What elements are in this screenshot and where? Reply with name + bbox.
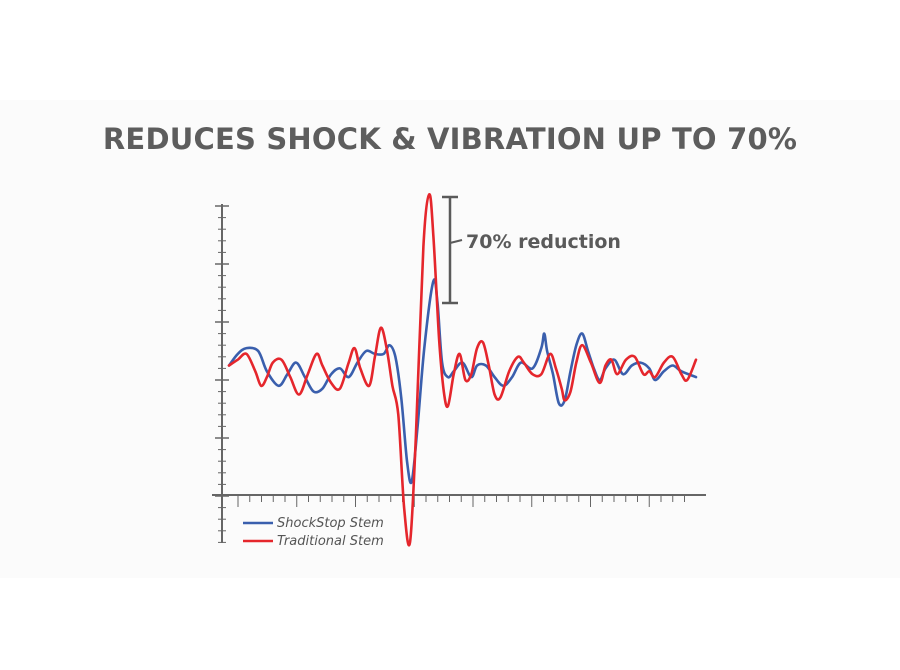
- series-group: [227, 193, 698, 547]
- annotation-label: 70% reduction: [466, 231, 621, 253]
- series-line-traditional: [227, 193, 698, 547]
- axes: [212, 204, 706, 543]
- annotation-connector: [449, 239, 463, 244]
- legend-label-traditional: Traditional Stem: [277, 534, 384, 549]
- legend: ShockStop Stem Traditional Stem: [243, 516, 384, 549]
- series-line-shockstop: [227, 278, 698, 485]
- legend-label-shockstop: ShockStop Stem: [277, 516, 384, 531]
- chart-title: REDUCES SHOCK & VIBRATION UP TO 70%: [102, 122, 798, 156]
- annotation-group: 70% reduction: [442, 195, 621, 305]
